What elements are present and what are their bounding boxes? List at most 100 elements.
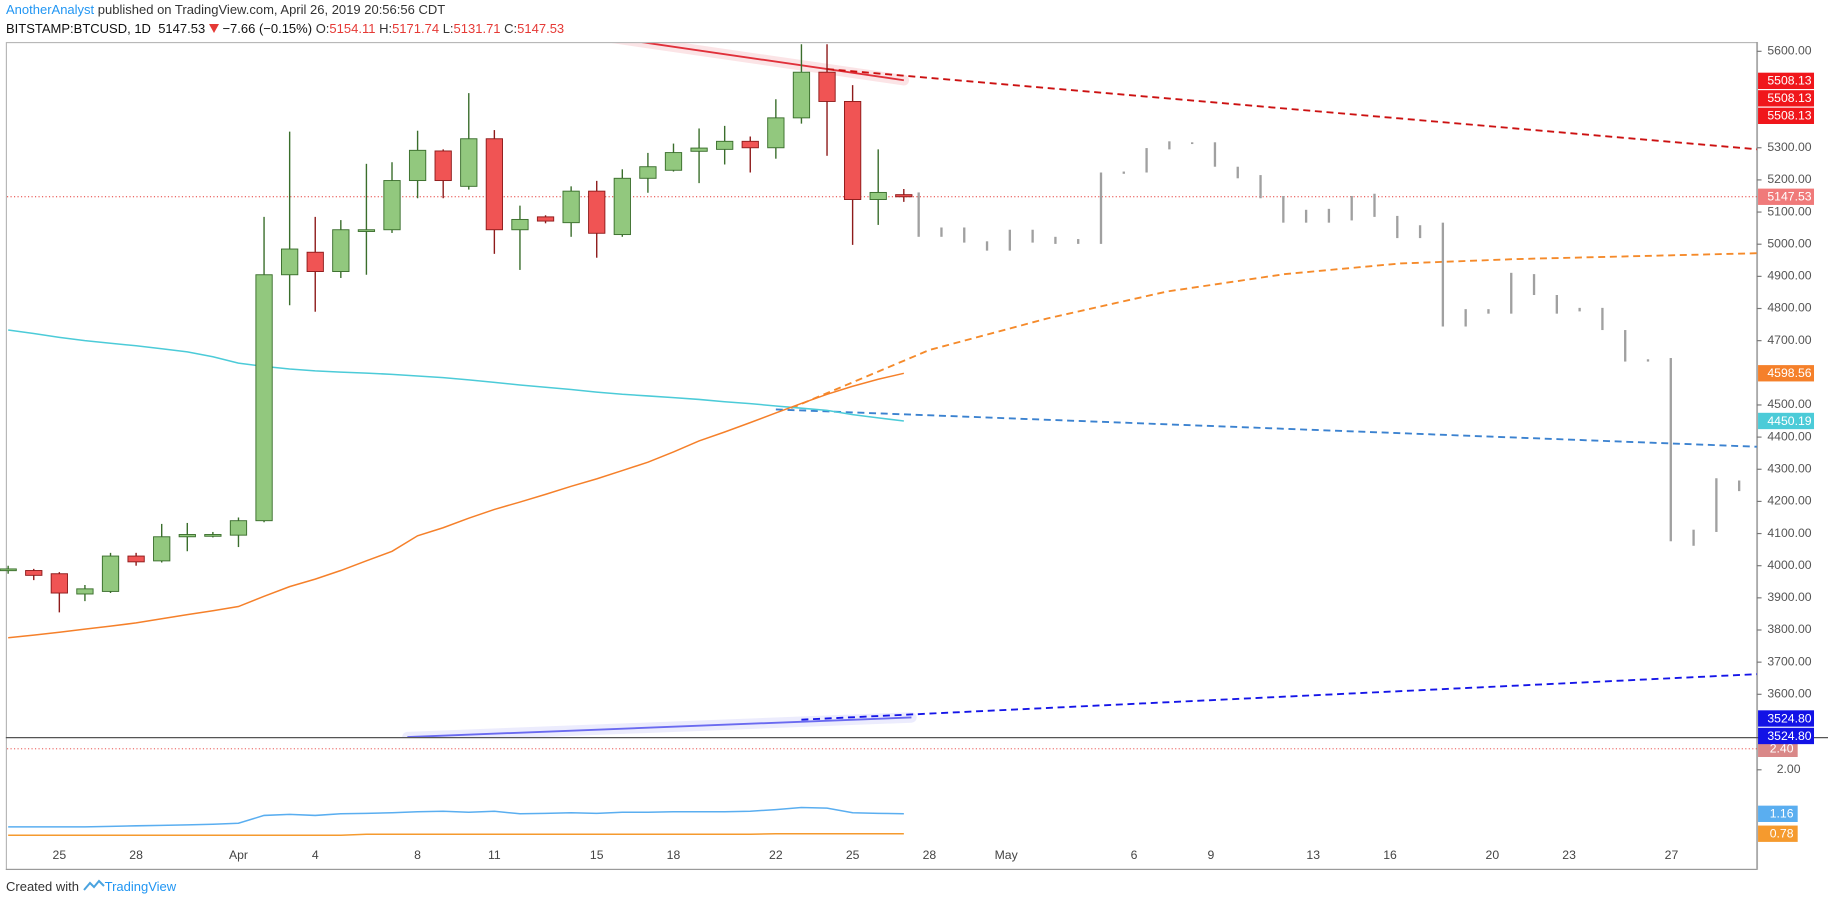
candle-body xyxy=(485,138,503,231)
projection-bar xyxy=(963,227,966,243)
projection-bar xyxy=(1396,215,1399,239)
last-price: 5147.53 xyxy=(158,21,206,36)
candle-body xyxy=(511,218,529,231)
x-tick-label: 16 xyxy=(1383,848,1397,862)
logo xyxy=(82,879,105,891)
projection-bar xyxy=(1008,229,1011,251)
x-tick-label: 27 xyxy=(1665,848,1679,862)
high-value: 5171.74 xyxy=(392,21,440,36)
moving-average xyxy=(8,329,904,422)
y-tick-label: 5100.00 xyxy=(1767,204,1811,218)
close-value: 5147.53 xyxy=(517,21,565,36)
y-tick-label: 2.00 xyxy=(1777,762,1801,776)
projection-bar xyxy=(1373,193,1376,217)
indicator-line xyxy=(8,832,904,837)
price-label-box xyxy=(1758,710,1815,727)
candle-body xyxy=(50,573,68,594)
projection-bar xyxy=(1601,307,1604,331)
projection-bar xyxy=(1099,172,1103,244)
price-label-box xyxy=(1758,90,1815,107)
indicator-label-box xyxy=(1758,805,1798,822)
projection-bar xyxy=(1418,225,1422,239)
ma-label: 4450.19 xyxy=(1767,414,1811,428)
footer-text: Created with xyxy=(6,879,79,894)
y-tick-label: 5200.00 xyxy=(1767,172,1811,186)
projection-bar xyxy=(1464,309,1467,327)
drawing-line xyxy=(826,68,1757,151)
projection-bar xyxy=(985,241,989,251)
projection-bar xyxy=(1669,358,1672,542)
indicator-label-box xyxy=(1758,740,1798,757)
x-tick-label: 6 xyxy=(1131,848,1138,862)
indicator-line xyxy=(8,806,904,828)
candle-body xyxy=(76,588,94,595)
x-tick-label: 25 xyxy=(846,848,860,862)
y-tick-label: 4500.00 xyxy=(1767,397,1811,411)
y-tick-label: 3800.00 xyxy=(1767,622,1811,636)
candle-body xyxy=(101,555,120,592)
candle-body xyxy=(639,166,657,179)
candle-body xyxy=(536,216,555,222)
projection-bar xyxy=(917,192,920,237)
brand[interactable]: TradingView xyxy=(104,879,177,894)
y-tick-label: 5000.00 xyxy=(1767,236,1811,250)
candle-body xyxy=(869,191,887,200)
price-label-box xyxy=(1758,727,1815,745)
candle-body xyxy=(0,568,17,572)
projection-bar xyxy=(1077,239,1080,244)
projection-bar xyxy=(1327,208,1331,223)
price-label: 3524.80 xyxy=(1767,729,1811,743)
ma-label-box xyxy=(1758,412,1815,430)
candle-body xyxy=(460,138,478,187)
candle-body xyxy=(792,71,811,119)
projection-bar xyxy=(1122,171,1125,174)
price-label-box xyxy=(1758,107,1815,124)
candle-body xyxy=(562,190,580,224)
close-label: C: xyxy=(504,21,518,36)
price-label-box xyxy=(1758,72,1815,90)
candle-body xyxy=(281,248,299,276)
projection-bar xyxy=(1510,272,1513,314)
open-value: 5154.11 xyxy=(329,21,376,36)
projection-bar xyxy=(1487,309,1490,314)
y-tick-label: 4100.00 xyxy=(1767,526,1811,540)
drawing-line xyxy=(407,716,912,738)
y-tick-label: 4200.00 xyxy=(1767,494,1811,508)
candle-body xyxy=(741,140,759,149)
footer: Created with TradingView xyxy=(6,879,176,895)
x-tick-label: Apr xyxy=(229,848,248,862)
y-tick-label: 4900.00 xyxy=(1767,269,1811,283)
y-tick-label: 3900.00 xyxy=(1767,590,1811,604)
open-label: O: xyxy=(315,21,330,36)
y-tick-label: 4400.00 xyxy=(1767,429,1811,443)
projection-bar xyxy=(1145,148,1148,173)
candle-body xyxy=(767,117,785,149)
low-label: L: xyxy=(442,21,454,36)
candle-body xyxy=(332,229,350,273)
projection-bar xyxy=(940,227,943,237)
projection-bar xyxy=(1646,359,1650,362)
projection-bar xyxy=(1737,480,1741,492)
candle-body xyxy=(127,555,145,563)
publish-line: AnotherAnalyst published on TradingView.… xyxy=(6,2,445,18)
candle-body xyxy=(306,251,324,273)
author: AnotherAnalyst xyxy=(6,2,95,17)
projection-bar xyxy=(1761,490,1763,506)
x-tick-label: 9 xyxy=(1207,848,1214,862)
y-tick-label: 5300.00 xyxy=(1767,140,1811,154)
published: published on TradingView.com, April 26, … xyxy=(97,2,446,17)
x-tick-label: 20 xyxy=(1486,848,1500,862)
y-tick-label: 5600.00 xyxy=(1767,44,1811,58)
x-tick-label: May xyxy=(995,848,1019,862)
indicator-label: 1.16 xyxy=(1770,807,1794,821)
projection-bar xyxy=(1282,195,1285,223)
x-tick-label: 11 xyxy=(488,848,501,862)
candle-body xyxy=(25,570,43,576)
x-tick-label: 28 xyxy=(923,848,937,862)
candle-body xyxy=(664,152,683,171)
price-label: 5508.13 xyxy=(1767,74,1811,88)
projection-bar xyxy=(1031,229,1034,243)
plot-area: 2.00 2.40 1.16 0.78 5600.00 5300.00 5200.00 510… xyxy=(0,43,1815,862)
symbol-line: BITSTAMP:BTCUSD, 1D 5147.53 −7.66 (−0.15… xyxy=(6,21,564,37)
